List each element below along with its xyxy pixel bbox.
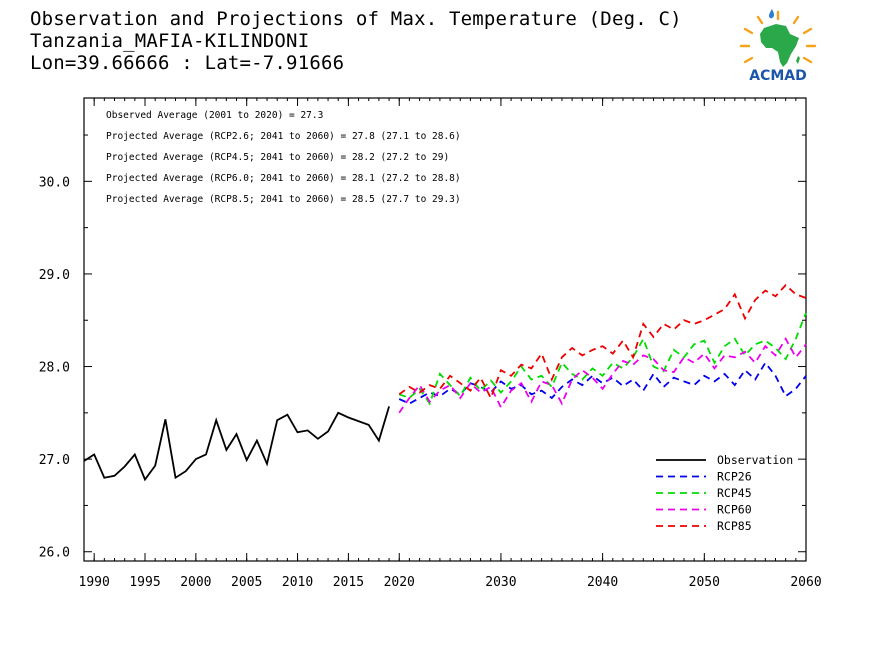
y-tick-label: 27.0 [39,453,70,468]
station-name: Tanzania_MAFIA-KILINDONI [30,30,310,52]
x-tick-label: 1990 [79,575,110,590]
y-tick-label: 30.0 [39,175,70,190]
plot-area-frame [83,97,807,562]
x-tick-label: 1995 [129,575,160,590]
legend-label: Observation [717,453,793,467]
legend-label: RCP26 [717,470,752,484]
legend-label: RCP45 [717,486,752,500]
x-tick-label: 2010 [282,575,313,590]
y-tick-label: 28.0 [39,361,70,376]
x-tick-label: 2020 [384,575,415,590]
y-tick-label: 26.0 [39,546,70,561]
series-line-rcp85 [398,283,807,401]
legend-label: RCP85 [717,519,752,533]
annotation-line: Observed Average (2001 to 2020) = 27.3 [106,110,323,121]
station-coordinates: Lon=39.66666 : Lat=-7.91666 [30,52,345,74]
acmad-logo: ACMAD [736,6,820,84]
africa-sun-logo-icon: ACMAD [739,9,817,84]
series-line-observation [83,406,390,482]
annotation-line: Projected Average (RCP8.5; 2041 to 2060)… [106,194,461,205]
annotation-line: Projected Average (RCP4.5; 2041 to 2060)… [106,152,449,163]
x-tick-label: 2000 [180,575,211,590]
x-tick-label: 2050 [689,575,720,590]
x-tick-label: 2060 [790,575,821,590]
y-tick-label: 29.0 [39,268,70,283]
annotation-line: Projected Average (RCP6.0; 2041 to 2060)… [106,173,461,184]
annotation-line: Projected Average (RCP2.6; 2041 to 2060)… [106,131,461,142]
legend-label: RCP60 [717,503,752,517]
x-tick-label: 2015 [333,575,364,590]
chart-title: Observation and Projections of Max. Temp… [30,8,682,30]
x-tick-label: 2030 [485,575,516,590]
chart-header: Observation and Projections of Max. Temp… [30,8,682,74]
x-tick-label: 2040 [587,575,618,590]
logo-text: ACMAD [749,68,807,84]
series-line-rcp45 [398,312,807,406]
x-tick-label: 2005 [231,575,262,590]
